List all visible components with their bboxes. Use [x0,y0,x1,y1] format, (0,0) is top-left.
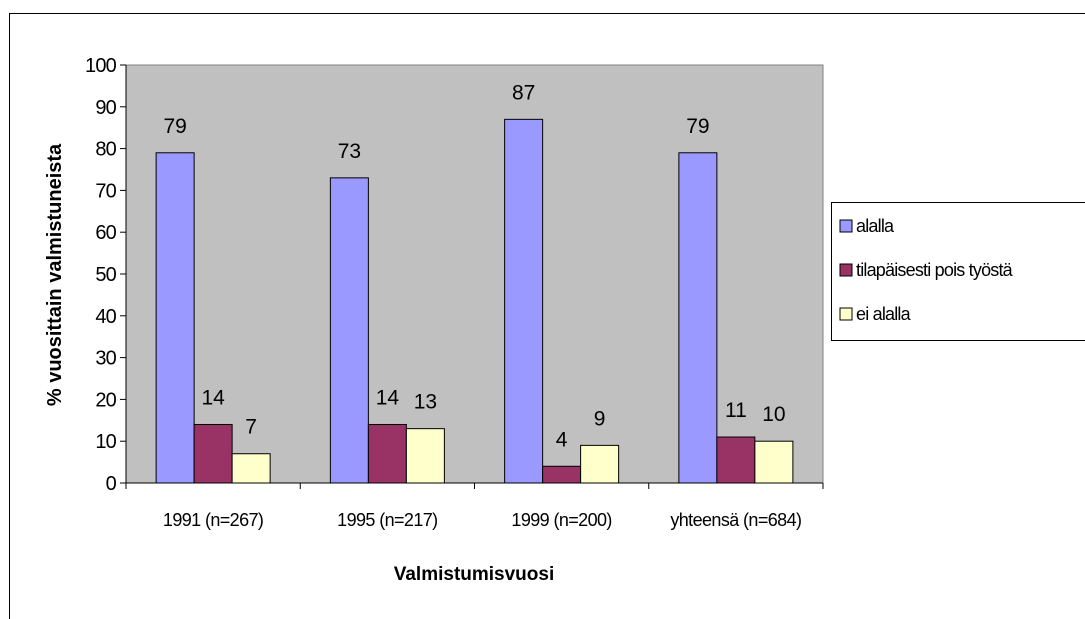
data-label: 79 [686,115,709,138]
y-tick-label: 70 [95,180,116,202]
data-label: 7 [245,416,257,439]
data-label: 14 [376,386,400,409]
axes-layer [120,64,824,489]
bar-ei-alalla-1 [405,428,445,484]
y-tick-label: 90 [95,97,116,119]
bar-alalla-1 [329,177,369,484]
y-tick-label: 100 [85,55,117,77]
legend: alalla tilapäisesti pois työstä ei alalla [831,202,1085,341]
y-tick-label: 30 [95,348,116,370]
bar-ei-alalla-3 [754,440,794,484]
x-axis-title: Valmistumisvuosi [394,564,555,585]
x-tick-label: 1995 (n=217) [337,510,437,530]
data-label: 87 [512,81,535,104]
legend-items: alalla tilapäisesti pois työstä ei alalla [839,216,1014,324]
bar-ei-alalla-2 [580,444,620,484]
bar-alalla-3 [678,152,718,484]
data-label: 14 [201,386,225,409]
bar-alalla-0 [155,152,195,484]
y-tick-label: 20 [95,389,116,411]
legend-label: tilapäisesti pois työstä [856,260,1014,280]
data-label: 10 [762,403,785,426]
plot-area [125,64,824,484]
labels-layer: 79 14 7 1991 (n=267) 73 14 13 1995 (n=217) 87 4 9 1… [85,55,802,530]
y-tick-label: 10 [95,431,116,453]
bar-tilap-isesti-pois-ty-st--1 [367,423,407,484]
data-label: 79 [163,115,186,138]
data-label: 13 [414,391,437,414]
data-label: 4 [556,428,568,451]
data-label: 9 [594,407,606,430]
legend-swatch [839,219,853,233]
legend-label: ei alalla [856,304,912,324]
y-tick-label: 0 [106,473,117,495]
y-tick-label: 80 [95,139,116,161]
bars-layer [155,118,794,484]
data-label: 73 [338,140,361,163]
bar-tilap-isesti-pois-ty-st--2 [542,465,582,484]
x-tick-label: yhteensä (n=684) [670,510,801,530]
x-tick-label: 1999 (n=200) [511,510,611,530]
bar-tilap-isesti-pois-ty-st--3 [716,436,756,484]
y-axis-title: % vuosittain valmistuneista [44,143,66,406]
legend-box [831,202,1085,341]
legend-swatch [839,263,853,277]
y-tick-label: 50 [95,264,116,286]
bar-tilap-isesti-pois-ty-st--0 [193,423,233,484]
y-tick-label: 60 [95,222,116,244]
legend-swatch [839,307,853,321]
bar-alalla-2 [504,118,544,484]
x-tick-label: 1991 (n=267) [163,510,263,530]
data-label: 11 [725,399,747,422]
y-tick-label: 40 [95,306,116,328]
bar-ei-alalla-0 [231,453,271,484]
legend-label: alalla [856,216,895,236]
